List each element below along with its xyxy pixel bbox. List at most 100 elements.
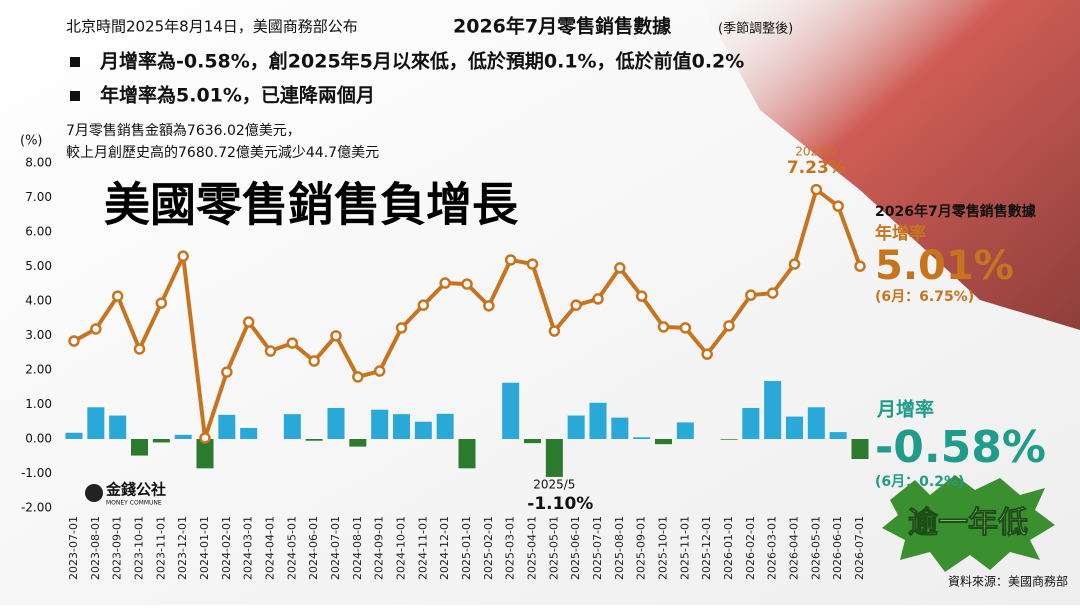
x-tick-label: 2024-05-01 bbox=[285, 516, 298, 580]
line-point bbox=[635, 290, 648, 302]
bar bbox=[764, 381, 782, 439]
x-tick-label: 2024-02-01 bbox=[220, 516, 233, 580]
panel-value: 5.01% bbox=[875, 243, 1014, 289]
y-tick-label: -1.00 bbox=[21, 466, 52, 480]
x-tick-label: 2026-06-01 bbox=[831, 516, 844, 580]
x-tick-label: 2024-01-01 bbox=[198, 516, 211, 580]
x-tick-label: 2023-07-01 bbox=[67, 516, 80, 580]
line-point bbox=[68, 335, 80, 347]
line-point bbox=[483, 300, 495, 312]
x-tick-label: 2025-11-01 bbox=[678, 516, 691, 580]
x-tick-label: 2026-02-01 bbox=[744, 516, 757, 580]
bar bbox=[524, 439, 541, 444]
x-tick-label: 2023-08-01 bbox=[89, 516, 102, 580]
bar bbox=[589, 402, 607, 439]
line-point bbox=[526, 258, 539, 270]
line-point bbox=[221, 366, 233, 378]
line-point bbox=[723, 320, 735, 332]
y-tick-label: 0.00 bbox=[25, 432, 52, 446]
x-tick-label: 2024-11-01 bbox=[416, 516, 429, 580]
bar bbox=[109, 415, 127, 439]
x-tick-label: 2025-10-01 bbox=[657, 516, 670, 580]
x-tick-label: 2025-04-01 bbox=[526, 516, 539, 580]
line-point bbox=[504, 254, 517, 266]
line-point bbox=[701, 348, 713, 360]
line-point bbox=[679, 322, 692, 334]
bar bbox=[65, 432, 83, 439]
bar bbox=[152, 439, 170, 443]
line-point bbox=[439, 277, 451, 289]
line-point bbox=[614, 262, 626, 274]
y-tick-label: 8.00 bbox=[25, 156, 52, 170]
x-tick-label: 2026-03-01 bbox=[766, 516, 779, 580]
line-point bbox=[832, 200, 844, 212]
bar bbox=[196, 439, 214, 469]
bar bbox=[786, 416, 803, 439]
x-tick-label: 2026-01-01 bbox=[722, 516, 735, 580]
x-tick-label: 2024-07-01 bbox=[329, 516, 342, 580]
line-point bbox=[854, 260, 866, 272]
line-point bbox=[395, 322, 408, 334]
annotation: 7.23% bbox=[787, 158, 846, 178]
bullet-text: 年增率為5.01%，已連降兩個月 bbox=[100, 84, 375, 107]
bar bbox=[305, 439, 323, 441]
panel-prev: (6月：6.75%) bbox=[875, 289, 974, 305]
line-point bbox=[286, 337, 299, 349]
panel-label: 年增率 bbox=[875, 223, 926, 244]
x-tick-label: 2023-12-01 bbox=[176, 516, 189, 580]
x-tick-label: 2025-09-01 bbox=[635, 516, 648, 580]
x-tick-label: 2023-10-01 bbox=[133, 516, 146, 580]
chart-title: 美國零售銷售負增長 bbox=[104, 178, 519, 232]
annotation: -1.10% bbox=[527, 494, 593, 514]
panel-prev: (6月：0.2%) bbox=[875, 474, 964, 490]
line-point bbox=[810, 183, 823, 196]
badge-text: 逾一年低 bbox=[908, 506, 1028, 541]
line-point bbox=[90, 323, 102, 335]
x-tick-label: 2025-02-01 bbox=[482, 516, 495, 580]
bar bbox=[567, 415, 585, 439]
x-tick-label: 2024-04-01 bbox=[264, 516, 277, 580]
bar bbox=[633, 437, 651, 439]
x-tick-label: 2026-04-01 bbox=[788, 516, 801, 580]
subtext: 7月零售銷售金額為7636.02億美元， bbox=[66, 123, 301, 139]
line-point bbox=[461, 278, 473, 290]
bar bbox=[174, 434, 192, 439]
bar bbox=[851, 439, 869, 460]
line-point bbox=[155, 297, 168, 309]
y-tick-label: 5.00 bbox=[25, 259, 52, 273]
header-suffix: (季節調整後) bbox=[718, 22, 793, 37]
logo-icon bbox=[85, 484, 103, 502]
y-tick-label: 1.00 bbox=[25, 397, 52, 411]
logo-text: 金錢公社 bbox=[105, 481, 166, 499]
x-tick-label: 2024-10-01 bbox=[395, 516, 408, 580]
y-tick-label: 4.00 bbox=[25, 294, 52, 308]
bar bbox=[131, 439, 148, 456]
source: 資料來源：美國商務部 bbox=[948, 574, 1068, 589]
bullet-icon bbox=[70, 91, 80, 101]
line-point bbox=[111, 290, 124, 302]
x-tick-label: 2024-03-01 bbox=[242, 516, 255, 580]
bar bbox=[611, 417, 629, 439]
x-tick-label: 2025-01-01 bbox=[460, 516, 473, 580]
line-point bbox=[133, 343, 146, 355]
y-tick-label: 2.00 bbox=[25, 363, 52, 377]
bar bbox=[502, 382, 520, 439]
bullet-icon bbox=[70, 57, 80, 67]
line-point bbox=[199, 432, 211, 444]
x-tick-label: 2024-09-01 bbox=[373, 516, 386, 580]
bar bbox=[720, 439, 738, 440]
x-tick-label: 2025-08-01 bbox=[613, 516, 626, 580]
bar bbox=[742, 407, 760, 439]
line-point bbox=[592, 293, 604, 305]
x-tick-label: 2023-09-01 bbox=[111, 516, 124, 580]
line-point bbox=[264, 345, 277, 357]
line-point bbox=[788, 258, 801, 270]
panel-label: 月增率 bbox=[876, 398, 934, 421]
line-point bbox=[177, 250, 189, 262]
panel-value: -0.58% bbox=[875, 422, 1046, 473]
x-tick-label: 2025-03-01 bbox=[504, 516, 517, 580]
badge-burst bbox=[882, 475, 1055, 572]
bar bbox=[371, 409, 389, 439]
